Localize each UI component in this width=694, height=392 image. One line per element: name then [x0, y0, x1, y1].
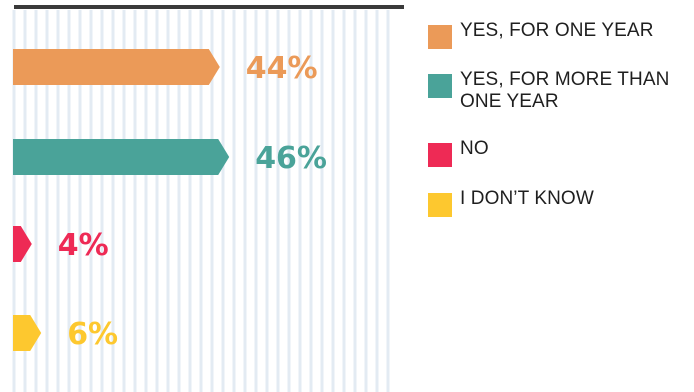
legend-item-dont-know: I DON’T KNOW	[428, 188, 690, 217]
legend-swatch	[428, 143, 452, 167]
bar-dont-know	[13, 315, 42, 351]
legend: YES, FOR ONE YEAR YES, FOR MORE THAN ONE…	[428, 20, 690, 217]
data-label-dont-know: 6%	[67, 317, 118, 352]
legend-item-yes-more-than-one-year: YES, FOR MORE THAN ONE YEAR	[428, 69, 690, 138]
legend-swatch	[428, 193, 452, 217]
legend-item-no: NO	[428, 138, 690, 188]
legend-label: YES, FOR ONE YEAR	[460, 20, 654, 41]
bars: 44% 46% 4% 6%	[13, 49, 327, 352]
legend-item-yes-one-year: YES, FOR ONE YEAR	[428, 20, 690, 69]
bar-yes-more-than-one-year	[13, 139, 230, 175]
legend-swatch	[428, 25, 452, 49]
data-label-yes-more-than-one-year: 46%	[255, 141, 327, 176]
legend-label: YES, FOR MORE THAN ONE YEAR	[460, 69, 670, 112]
data-label-yes-one-year: 44%	[246, 51, 318, 86]
legend-swatch	[428, 74, 452, 98]
bar-no	[13, 226, 32, 262]
legend-label: NO	[460, 138, 489, 159]
bar-yes-one-year	[13, 49, 220, 85]
data-label-no: 4%	[58, 228, 109, 263]
legend-label: I DON’T KNOW	[460, 188, 594, 209]
